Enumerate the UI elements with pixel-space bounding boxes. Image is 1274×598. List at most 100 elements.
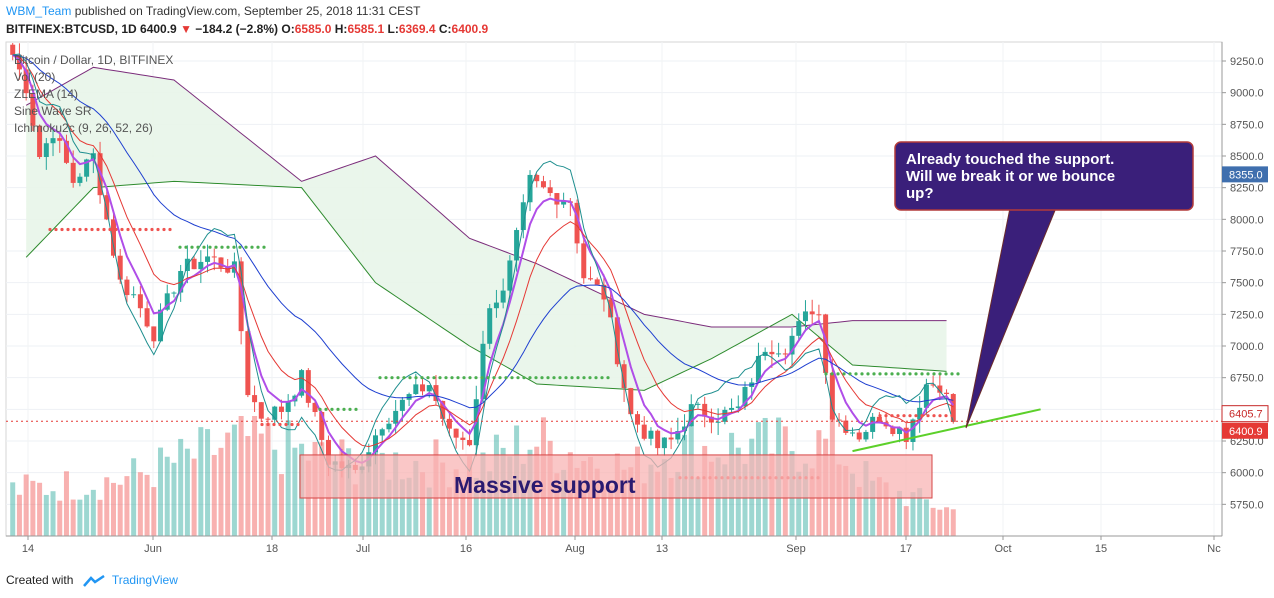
sr-dot	[226, 245, 230, 249]
volume-bar	[50, 491, 56, 536]
candle-body	[413, 384, 419, 395]
candle-body	[399, 399, 405, 411]
sr-dot	[534, 376, 538, 380]
volume-bar	[923, 499, 929, 536]
candle-body	[198, 261, 204, 270]
author-link[interactable]: WBM_Team	[6, 4, 72, 18]
down-arrow-icon: ▼	[180, 22, 192, 36]
volume-bar	[151, 487, 157, 536]
candle-body	[574, 202, 580, 244]
sr-dot	[926, 414, 930, 418]
tradingview-link[interactable]: TradingView	[111, 573, 178, 587]
legend-zlema[interactable]: ZLEMA (14)	[14, 87, 78, 101]
volume-bar	[883, 482, 889, 536]
candle-body	[305, 370, 311, 403]
sr-dot	[232, 245, 236, 249]
sr-dot	[606, 376, 610, 380]
volume-bar	[836, 464, 842, 536]
sr-dot	[920, 414, 924, 418]
candle-body	[507, 260, 513, 291]
candle-body	[601, 284, 607, 300]
low-label: L:	[387, 22, 399, 36]
volume-bar	[937, 509, 943, 536]
candle-body	[655, 430, 661, 449]
sr-dot	[944, 372, 948, 376]
candle-body	[917, 407, 923, 420]
price-badges: 8355.0 6405.7 6400.9	[1221, 166, 1269, 439]
candle-body	[84, 159, 90, 177]
candle-body	[453, 428, 459, 438]
candle-body	[460, 437, 466, 440]
sr-dot	[516, 376, 520, 380]
volume-bar	[917, 488, 923, 536]
candle-body	[554, 193, 560, 205]
volume-bar	[890, 498, 896, 536]
price-chart[interactable]: 5750.06000.06250.06500.06750.07000.07250…	[0, 40, 1274, 570]
volume-bar	[90, 489, 96, 536]
sr-dot	[890, 414, 894, 418]
y-tick-label: 7500.0	[1230, 278, 1264, 290]
sr-dot	[132, 227, 136, 232]
candle-body	[648, 430, 654, 439]
x-tick-label: Aug	[565, 543, 585, 555]
volume-bar	[366, 462, 372, 536]
volume-bar	[191, 458, 197, 536]
sr-dot	[150, 227, 154, 232]
candle-body	[104, 195, 110, 220]
sr-dot	[950, 414, 954, 418]
sr-dot	[926, 372, 930, 376]
y-tick-label: 8000.0	[1230, 214, 1264, 226]
sr-dot	[266, 422, 270, 427]
volume-bar	[238, 416, 244, 536]
volume-bar	[473, 477, 479, 536]
y-tick-label: 7000.0	[1230, 341, 1264, 353]
x-tick-label: 17	[900, 543, 912, 555]
volume-bar	[178, 438, 184, 536]
created-with-label: Created with	[6, 573, 74, 587]
sr-dot	[324, 407, 328, 411]
y-tick-label: 7250.0	[1230, 309, 1264, 321]
x-tick-label: 13	[656, 543, 668, 555]
sr-dot	[480, 376, 484, 380]
y-tick-label: 6000.0	[1230, 468, 1264, 480]
volume-bar	[198, 427, 204, 536]
legend-volume[interactable]: Vol (20)	[14, 70, 55, 84]
sr-dot	[144, 227, 148, 232]
span-b-line	[25, 66, 947, 328]
sr-dot	[84, 227, 88, 232]
symbol-label: BITFINEX:BTCUSD, 1D	[6, 22, 137, 36]
sr-dot	[126, 227, 130, 232]
volume-bar	[648, 464, 654, 536]
high-value: 6585.1	[347, 22, 385, 36]
sr-dot	[914, 372, 918, 376]
sr-dot	[504, 376, 508, 380]
candle-body	[77, 176, 83, 183]
sr-dot	[420, 376, 424, 380]
badge-last-text: 6400.9	[1229, 426, 1263, 438]
sr-dot	[462, 376, 466, 380]
sr-dot	[260, 422, 264, 427]
candle-body	[708, 416, 714, 423]
candle-body	[433, 385, 439, 401]
volume-bar	[903, 506, 909, 536]
candle-body	[635, 414, 641, 425]
candle-body	[769, 351, 775, 355]
candle-body	[379, 429, 385, 436]
candle-body	[70, 162, 76, 183]
sr-dot	[600, 376, 604, 380]
x-tick-label: Oct	[994, 543, 1011, 555]
volume-bar	[218, 447, 224, 536]
candle-body	[63, 140, 69, 163]
grid	[6, 42, 1222, 536]
candle-body	[903, 427, 909, 443]
volume-bar	[863, 461, 869, 536]
ohlc-bar: BITFINEX:BTCUSD, 1D 6400.9 ▼ −184.2 (−2.…	[6, 20, 488, 38]
candle-body	[890, 426, 896, 435]
sr-dot	[830, 372, 834, 376]
candle-body	[581, 243, 587, 279]
volume-bar	[802, 463, 808, 536]
legend-ichimoku[interactable]: Ichimoku2c (9, 26, 52, 26)	[14, 121, 153, 135]
legend-sine-wave[interactable]: Sine Wave SR	[14, 104, 92, 118]
sr-dot	[220, 245, 224, 249]
sr-dot	[878, 372, 882, 376]
